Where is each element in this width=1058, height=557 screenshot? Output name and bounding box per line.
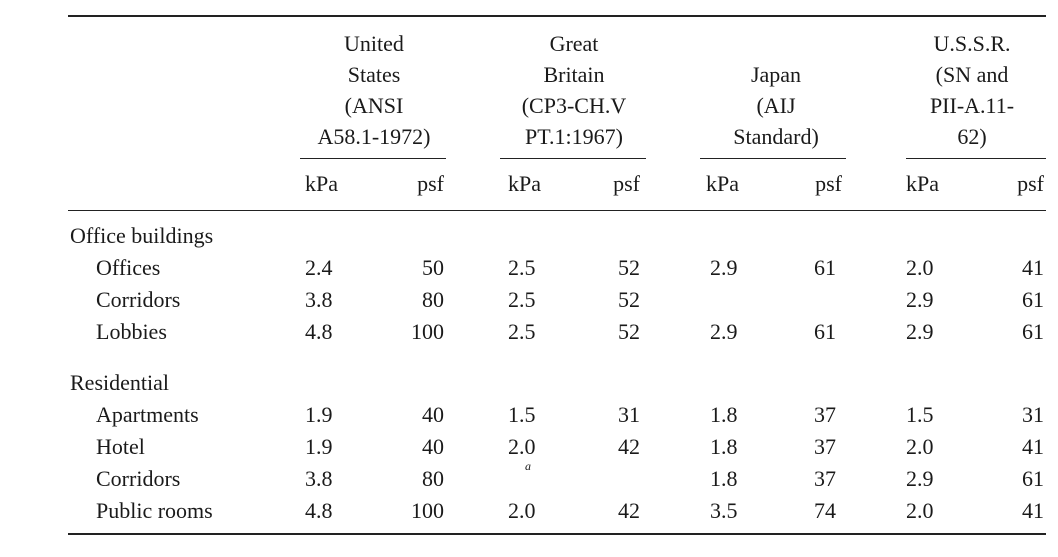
cell-us-kpa: 4.8 [305, 319, 333, 344]
cell-ussr-psf: 61 [1022, 319, 1044, 344]
cell-jp-psf: 37 [814, 402, 836, 427]
cell-us-psf: 100 [411, 498, 444, 523]
cell-ussr-psf: 61 [1022, 466, 1044, 491]
cell-us-psf: 80 [422, 287, 444, 312]
row-label: Offices [96, 255, 161, 280]
cell-ussr-kpa: 2.0 [906, 255, 934, 280]
section-title-residential: Residential [70, 370, 169, 395]
cell-gb-psf: 52 [618, 255, 640, 280]
cell-us-psf: 100 [411, 319, 444, 344]
cell-jp-kpa: 1.8 [710, 402, 738, 427]
cell-us-kpa: 3.8 [305, 287, 333, 312]
cell-gb-kpa: 2.5 [508, 319, 536, 344]
cell-ussr-psf: 41 [1022, 498, 1044, 523]
unit-kpa-japan: kPa [706, 171, 739, 196]
cell-jp-psf: 61 [814, 255, 836, 280]
cell-ussr-psf: 41 [1022, 255, 1044, 280]
cell-us-psf: 80 [422, 466, 444, 491]
cell-gb-psf: 42 [618, 498, 640, 523]
cell-ussr-psf: 61 [1022, 287, 1044, 312]
row-label: Lobbies [96, 319, 167, 344]
cell-ussr-psf: 41 [1022, 434, 1044, 459]
cell-us-kpa: 4.8 [305, 498, 333, 523]
group-rule-gb [500, 158, 646, 159]
group-rule-japan [700, 158, 846, 159]
cell-jp-psf: 37 [814, 466, 836, 491]
cell-us-kpa: 1.9 [305, 402, 333, 427]
cell-us-psf: 40 [422, 434, 444, 459]
unit-psf-japan: psf [815, 171, 842, 196]
unit-kpa-gb: kPa [508, 171, 541, 196]
row-label: Public rooms [96, 498, 213, 523]
row-label: Hotel [96, 434, 145, 459]
row-label: Corridors [96, 466, 181, 491]
cell-ussr-kpa: 2.9 [906, 466, 934, 491]
cell-gb-kpa: 2.0 [508, 498, 536, 523]
cell-ussr-kpa: 1.5 [906, 402, 934, 427]
group-rule-ussr [906, 158, 1046, 159]
top-rule [68, 15, 1046, 17]
cell-gb-psf: 52 [618, 287, 640, 312]
cell-gb-psf: 42 [618, 434, 640, 459]
cell-gb-psf: 31 [618, 402, 640, 427]
country-header-gb: Great Britain (CP3-CH.V PT.1:1967) [521, 31, 627, 149]
group-rule-us [300, 158, 446, 159]
cell-jp-psf: 37 [814, 434, 836, 459]
country-header-ussr: U.S.S.R. (SN and PII-A.11- 62) [929, 31, 1015, 149]
cell-ussr-kpa: 2.0 [906, 434, 934, 459]
country-header-japan: Japan (AIJ Standard) [733, 62, 819, 149]
cell-ussr-kpa: 2.9 [906, 287, 934, 312]
footnote-mark: a [525, 459, 531, 473]
cell-jp-kpa: 2.9 [710, 255, 738, 280]
cell-jp-kpa: 1.8 [710, 466, 738, 491]
unit-kpa-ussr: kPa [906, 171, 939, 196]
cell-gb-kpa: 1.5 [508, 402, 536, 427]
unit-psf-gb: psf [613, 171, 640, 196]
cell-gb-kpa: 2.5 [508, 287, 536, 312]
bottom-rule [68, 533, 1046, 535]
cell-ussr-psf: 31 [1022, 402, 1044, 427]
cell-us-psf: 50 [422, 255, 444, 280]
cell-us-kpa: 3.8 [305, 466, 333, 491]
cell-us-psf: 40 [422, 402, 444, 427]
row-label: Apartments [96, 402, 199, 427]
cell-jp-psf: 61 [814, 319, 836, 344]
unit-kpa-us: kPa [305, 171, 338, 196]
header-rule [68, 210, 1046, 211]
cell-gb-kpa: 2.5 [508, 255, 536, 280]
cell-gb-psf: 52 [618, 319, 640, 344]
cell-jp-kpa: 2.9 [710, 319, 738, 344]
cell-jp-kpa: 3.5 [710, 498, 738, 523]
cell-jp-kpa: 1.8 [710, 434, 738, 459]
cell-us-kpa: 1.9 [305, 434, 333, 459]
cell-jp-psf: 74 [814, 498, 836, 523]
cell-ussr-kpa: 2.0 [906, 498, 934, 523]
country-header-us: United States (ANSI A58.1-1972) [317, 31, 431, 149]
cell-gb-kpa: 2.0 [508, 434, 536, 459]
unit-psf-ussr: psf [1017, 171, 1044, 196]
row-label: Corridors [96, 287, 181, 312]
cell-ussr-kpa: 2.9 [906, 319, 934, 344]
unit-psf-us: psf [417, 171, 444, 196]
cell-us-kpa: 2.4 [305, 255, 333, 280]
section-title-office: Office buildings [70, 223, 214, 248]
